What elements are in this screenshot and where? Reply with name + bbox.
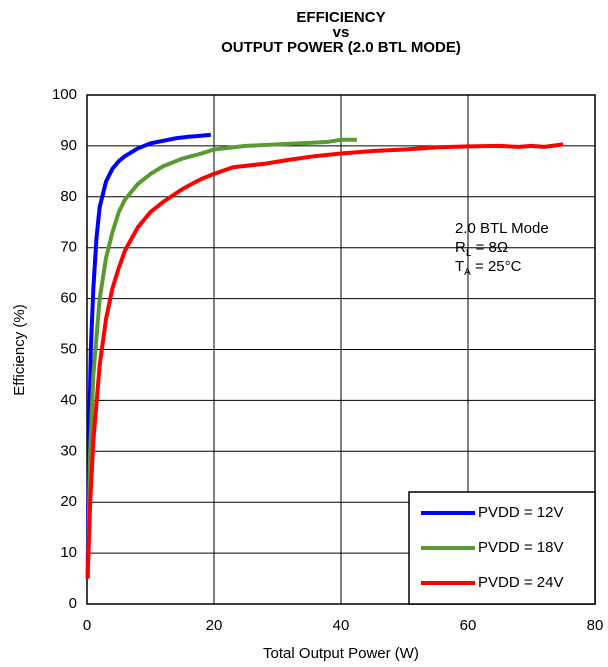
- annotation-text: = 25°C: [471, 258, 522, 275]
- x-tick-label: 20: [206, 617, 223, 634]
- legend-label: PVDD = 12V: [478, 504, 563, 521]
- annotation-text: R: [455, 239, 466, 256]
- y-tick-label: 100: [52, 86, 77, 103]
- annotation: 2.0 BTL Mode: [455, 220, 549, 237]
- y-tick-label: 20: [60, 493, 77, 510]
- legend-label: PVDD = 18V: [478, 539, 563, 556]
- annotation-text: = 8Ω: [471, 239, 508, 256]
- y-axis-label: Efficiency (%): [11, 304, 28, 395]
- x-tick-label: 60: [460, 617, 477, 634]
- annotation-subscript: L: [466, 248, 472, 259]
- x-tick-label: 0: [83, 617, 91, 634]
- plot-border: [86, 94, 596, 605]
- y-tick-label: 10: [60, 544, 77, 561]
- y-tick-label: 50: [60, 340, 77, 357]
- y-tick-label: 60: [60, 290, 77, 307]
- annotation: TA = 25°C: [455, 258, 522, 278]
- annotation: RL = 8Ω: [455, 239, 508, 259]
- annotation-text: 2.0 BTL Mode: [455, 220, 549, 237]
- chart-title: EFFICIENCY: [296, 9, 385, 26]
- annotation-subscript: A: [464, 267, 471, 278]
- legend-label: PVDD = 24V: [478, 574, 563, 591]
- x-tick-label: 80: [587, 617, 604, 634]
- chart-title: vs: [333, 24, 350, 41]
- x-axis-label: Total Output Power (W): [263, 645, 419, 662]
- y-tick-label: 80: [60, 188, 77, 205]
- y-tick-label: 70: [60, 239, 77, 256]
- y-tick-label: 0: [69, 595, 77, 612]
- y-tick-label: 90: [60, 137, 77, 154]
- series-line: [85, 132, 212, 579]
- series-line: [86, 137, 357, 554]
- y-tick-label: 30: [60, 442, 77, 459]
- y-tick-label: 40: [60, 391, 77, 408]
- series-line: [85, 142, 564, 579]
- chart-title: OUTPUT POWER (2.0 BTL MODE): [221, 39, 461, 56]
- x-tick-label: 40: [333, 617, 350, 634]
- annotation-text: T: [455, 258, 464, 275]
